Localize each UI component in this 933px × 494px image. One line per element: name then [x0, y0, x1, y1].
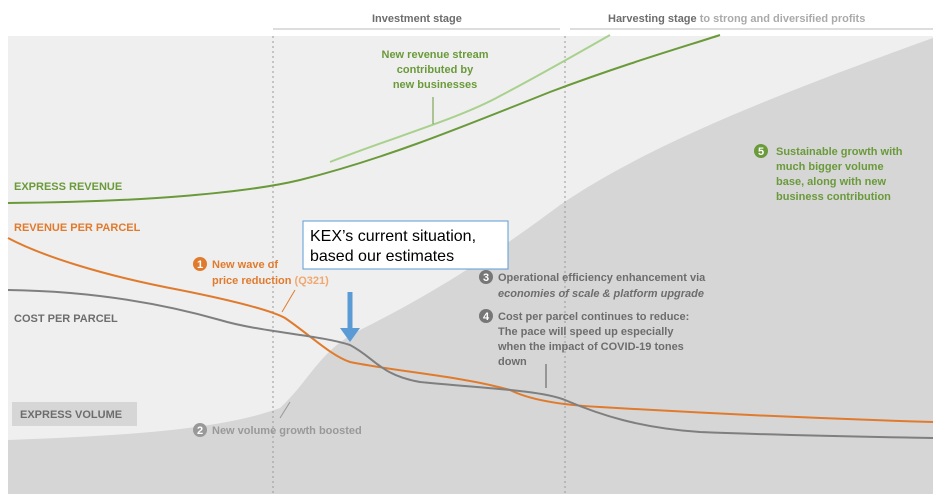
- note-text: when the impact of COVID-19 tones: [497, 341, 684, 353]
- note-number: 1: [197, 259, 203, 271]
- series-label: EXPRESS VOLUME: [20, 409, 122, 421]
- revenue-per-parcel-line: [7, 237, 933, 423]
- note-text: (Q321): [295, 275, 330, 287]
- note-text: price reduction (Q321): [212, 275, 329, 287]
- cost-per-parcel-line: [7, 289, 933, 439]
- note-number: 2: [197, 425, 203, 437]
- series-label: COST PER PARCEL: [14, 313, 118, 325]
- note-text: economies of scale & platform upgrade: [498, 288, 704, 300]
- note-badge: [193, 257, 207, 271]
- callout-text: based our estimates: [310, 248, 454, 265]
- note-text: Sustainable growth with: [776, 146, 903, 158]
- callout-arrow: [340, 328, 360, 342]
- note-text: price reduction: [212, 275, 292, 287]
- annotation: new businesses: [393, 79, 477, 91]
- note-text: business contribution: [776, 191, 891, 203]
- volume-area: [8, 38, 933, 494]
- note-text: down: [498, 356, 527, 368]
- series-label: EXPRESS REVENUE: [14, 181, 122, 193]
- note-badge: [193, 423, 207, 437]
- note-text: Cost per parcel continues to reduce:: [498, 311, 689, 323]
- note-text: New wave of: [212, 259, 278, 271]
- pointer: [281, 289, 296, 313]
- stage-note: to strong and diversified profits: [700, 13, 866, 25]
- pointer: [279, 401, 291, 419]
- note-text: The pace will speed up especially: [498, 326, 674, 338]
- series-label: REVENUE PER PARCEL: [14, 222, 141, 234]
- note-badge: [479, 270, 493, 284]
- stage-label: Harvesting stage to strong and diversifi…: [608, 13, 865, 25]
- note-badge: [479, 309, 493, 323]
- note-number: 4: [483, 311, 490, 323]
- stage-label: Investment stage: [372, 13, 462, 25]
- stage-label: Harvesting stage: [608, 13, 697, 25]
- note-badge: [754, 144, 768, 158]
- annotation: contributed by: [397, 64, 474, 76]
- callout-box: [302, 220, 509, 270]
- revenue-line: [7, 34, 721, 204]
- annotation: New revenue stream: [382, 49, 489, 61]
- note-number: 3: [483, 272, 489, 284]
- note-text: base, along with new: [776, 176, 886, 188]
- note-text: New volume growth boosted: [212, 425, 362, 437]
- note-text: Operational efficiency enhancement via: [498, 272, 706, 284]
- note-number: 5: [758, 146, 764, 158]
- note-text: much bigger volume: [776, 161, 884, 173]
- callout-text: KEX’s current situation,: [310, 228, 476, 245]
- label-box: [12, 402, 137, 426]
- new-stream-line: [329, 34, 611, 163]
